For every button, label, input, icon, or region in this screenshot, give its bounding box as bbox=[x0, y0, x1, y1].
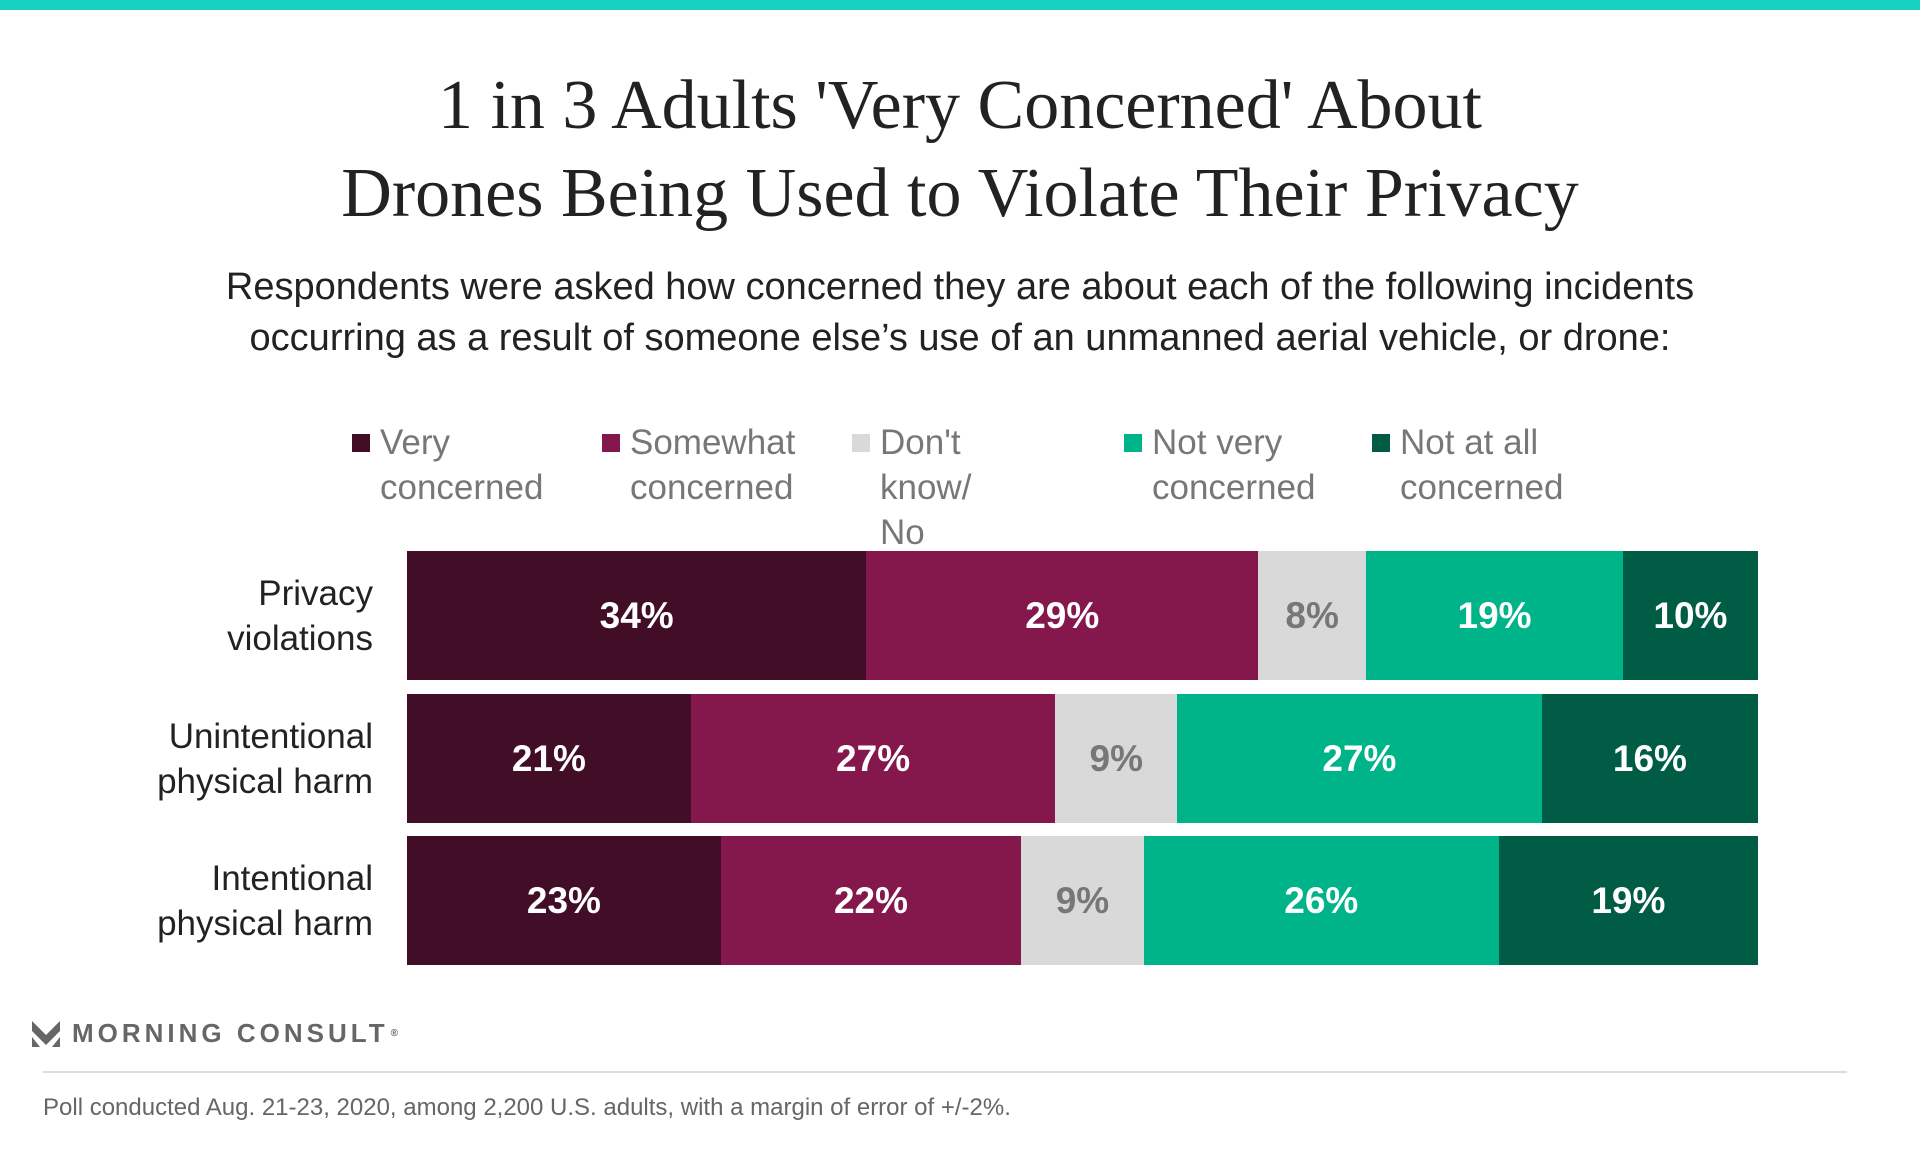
chart-subtitle: Respondents were asked how concerned the… bbox=[0, 262, 1920, 364]
legend-label: Not very concerned bbox=[1152, 423, 1316, 507]
legend-item: Somewhat concerned bbox=[602, 420, 795, 510]
legend-label: Somewhat concerned bbox=[630, 423, 796, 507]
morning-consult-logo-icon bbox=[32, 1020, 60, 1047]
bar-segment: 10% bbox=[1622, 551, 1758, 680]
bar-segment: 19% bbox=[1498, 836, 1758, 965]
legend-swatch bbox=[852, 434, 870, 452]
data-label: 27% bbox=[1322, 737, 1397, 779]
bar-segment: 34% bbox=[407, 551, 867, 680]
row-label: Unintentional physical harm bbox=[157, 716, 373, 801]
legend-swatch bbox=[1372, 434, 1390, 452]
chart-title: 1 in 3 Adults 'Very Concerned' About Dro… bbox=[0, 62, 1920, 238]
legend-item: Not very concerned bbox=[1124, 420, 1315, 510]
data-label: 34% bbox=[599, 594, 674, 636]
title-line-2: Drones Being Used to Violate Their Priva… bbox=[341, 155, 1579, 232]
bar-segment: 29% bbox=[866, 551, 1259, 680]
data-label: 21% bbox=[511, 737, 586, 779]
logo-registered-mark: ® bbox=[390, 1028, 402, 1039]
data-label: 9% bbox=[1089, 737, 1143, 779]
bar-segment: 9% bbox=[1055, 694, 1178, 823]
legend-item: Very concerned bbox=[352, 420, 543, 510]
bar-segment: 22% bbox=[720, 836, 1022, 965]
data-label: 29% bbox=[1025, 594, 1100, 636]
data-label: 16% bbox=[1612, 737, 1687, 779]
legend-item: Not at all concerned bbox=[1372, 420, 1563, 510]
subtitle-line-1: Respondents were asked how concerned the… bbox=[225, 266, 1695, 308]
footnote: Poll conducted Aug. 21-23, 2020, among 2… bbox=[43, 1094, 1011, 1121]
data-label: 22% bbox=[833, 879, 908, 921]
logo-text: MORNING CONSULT bbox=[72, 1018, 389, 1048]
data-label: 19% bbox=[1591, 879, 1666, 921]
title-line-1: 1 in 3 Adults 'Very Concerned' About bbox=[437, 67, 1483, 144]
morning-consult-logo: MORNING CONSULT ® bbox=[32, 1018, 402, 1049]
bar-segment: 26% bbox=[1143, 836, 1499, 965]
bar-segment: 19% bbox=[1366, 551, 1623, 680]
bar-segment: 21% bbox=[407, 694, 691, 823]
row-label: Intentional physical harm bbox=[157, 858, 373, 943]
legend-label: Very concerned bbox=[380, 423, 544, 507]
legend-swatch bbox=[352, 434, 370, 452]
data-label: 23% bbox=[526, 879, 601, 921]
bar-segment: 9% bbox=[1021, 836, 1144, 965]
data-label: 27% bbox=[836, 737, 911, 779]
subtitle-line-2: occurring as a result of someone else’s … bbox=[249, 317, 1671, 359]
row-label: Privacy violations bbox=[227, 573, 373, 658]
legend-swatch bbox=[602, 434, 620, 452]
data-label: 10% bbox=[1653, 594, 1728, 636]
bar-segment: 27% bbox=[1177, 694, 1542, 823]
data-label: 26% bbox=[1284, 879, 1359, 921]
data-label: 19% bbox=[1457, 594, 1532, 636]
bar-segment: 16% bbox=[1541, 694, 1758, 823]
legend-label: Not at all concerned bbox=[1400, 423, 1564, 507]
data-label: 9% bbox=[1055, 879, 1110, 921]
top-accent-bar bbox=[0, 0, 1920, 10]
bar-segment: 27% bbox=[690, 694, 1056, 823]
footer-divider bbox=[43, 1071, 1847, 1073]
legend-swatch bbox=[1124, 434, 1142, 452]
data-label: 8% bbox=[1285, 594, 1339, 636]
bar-segment: 8% bbox=[1258, 551, 1367, 680]
bar-segment: 23% bbox=[407, 836, 721, 965]
